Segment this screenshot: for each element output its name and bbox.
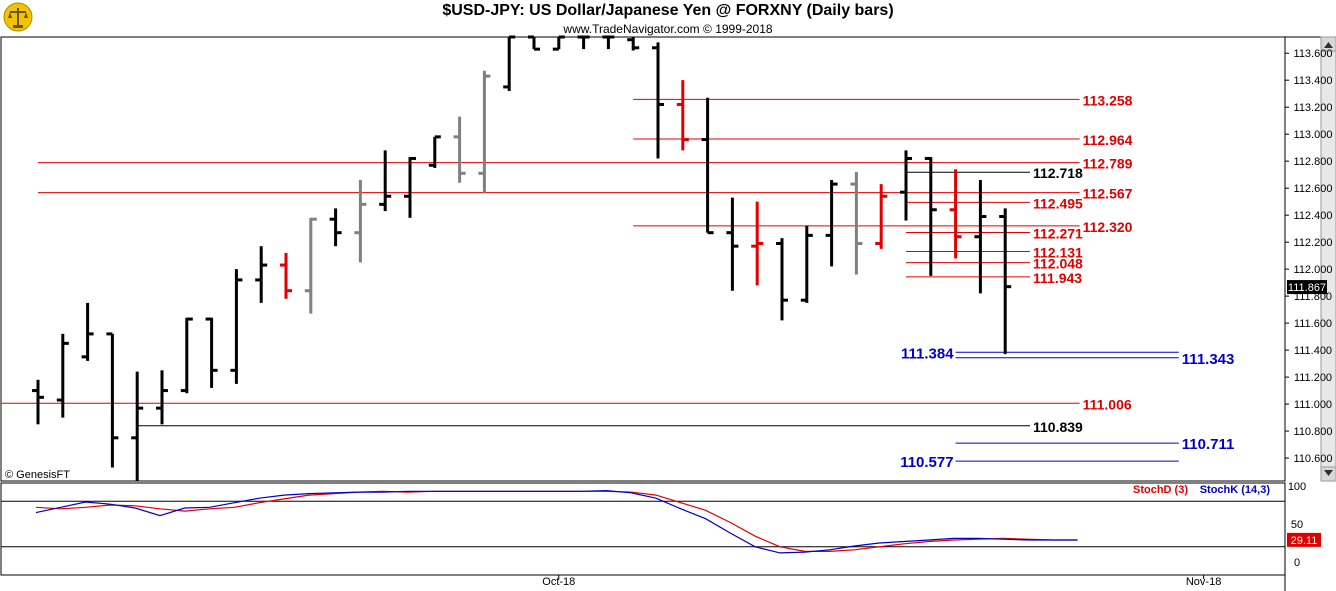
price-tick-label: 112.000 bbox=[1294, 264, 1333, 276]
stochd-line bbox=[35, 490, 1078, 553]
stochk-legend: StochK (14,3) bbox=[1200, 484, 1271, 496]
level-label: 111.006 bbox=[1083, 396, 1132, 412]
price-tick-label: 113.000 bbox=[1294, 129, 1333, 141]
price-tick-label: 113.200 bbox=[1294, 102, 1333, 114]
price-tick-label: 113.400 bbox=[1294, 75, 1333, 87]
stoch-tick-label: 100 bbox=[1288, 481, 1306, 493]
level-label: 111.343 bbox=[1182, 351, 1235, 368]
price-tick-label: 112.800 bbox=[1294, 156, 1333, 168]
scroll-down-arrow-icon bbox=[1324, 470, 1333, 476]
stochd-legend: StochD (3) bbox=[1133, 484, 1188, 496]
price-tick-label: 112.600 bbox=[1294, 183, 1333, 195]
price-tick-label: 113.600 bbox=[1294, 48, 1333, 60]
chart-title: $USD-JPY: US Dollar/Japanese Yen @ FORXN… bbox=[442, 2, 894, 19]
level-label: 112.271 bbox=[1033, 226, 1083, 242]
level-label: 112.567 bbox=[1083, 186, 1133, 202]
last-price-box bbox=[1287, 280, 1327, 295]
level-label: 112.048 bbox=[1033, 256, 1083, 272]
price-tick-label: 112.200 bbox=[1294, 237, 1333, 249]
level-label: 112.718 bbox=[1033, 165, 1083, 181]
stoch-last-label: 29.11 bbox=[1291, 535, 1318, 547]
price-tick-label: 111.400 bbox=[1294, 345, 1332, 357]
price-tick-label: 110.800 bbox=[1294, 426, 1333, 438]
level-label: 112.320 bbox=[1083, 219, 1133, 235]
stochk-line bbox=[35, 489, 1078, 554]
level-label: 110.839 bbox=[1033, 419, 1083, 435]
level-label: 112.789 bbox=[1083, 156, 1133, 172]
level-label: 111.943 bbox=[1033, 270, 1082, 286]
level-label: 110.711 bbox=[1182, 436, 1235, 453]
scroll-up-arrow-icon bbox=[1324, 42, 1333, 48]
last-price-label: 111.867 bbox=[1288, 282, 1326, 294]
price-tick-label: 111.000 bbox=[1294, 399, 1332, 411]
stochastic-panel-frame bbox=[0, 482, 1286, 576]
date-axis-label: Nov-18 bbox=[1186, 576, 1221, 588]
level-label: 112.131 bbox=[1033, 244, 1083, 260]
level-label: 113.258 bbox=[1083, 92, 1133, 108]
price-tick-label: 110.600 bbox=[1294, 453, 1333, 465]
level-label: 112.495 bbox=[1033, 195, 1083, 211]
stoch-tick-label: 0 bbox=[1294, 557, 1300, 569]
watermark-text: © GenesisFT bbox=[5, 469, 70, 481]
level-label: 112.964 bbox=[1083, 132, 1133, 148]
stoch-tick-label: 50 bbox=[1291, 519, 1303, 531]
stoch-last-box bbox=[1287, 532, 1321, 547]
chart-subtitle: www.TradeNavigator.com © 1999-2018 bbox=[563, 22, 773, 36]
date-axis-label: Oct-18 bbox=[542, 576, 575, 588]
scales-logo-icon bbox=[3, 2, 33, 32]
price-tick-label: 112.400 bbox=[1294, 210, 1333, 222]
price-tick-label: 111.200 bbox=[1294, 372, 1332, 384]
price-tick-label: 111.600 bbox=[1294, 318, 1332, 330]
level-label: 110.577 bbox=[900, 454, 953, 471]
price-tick-label: 111.800 bbox=[1294, 291, 1332, 303]
level-label: 111.384 bbox=[901, 345, 954, 362]
